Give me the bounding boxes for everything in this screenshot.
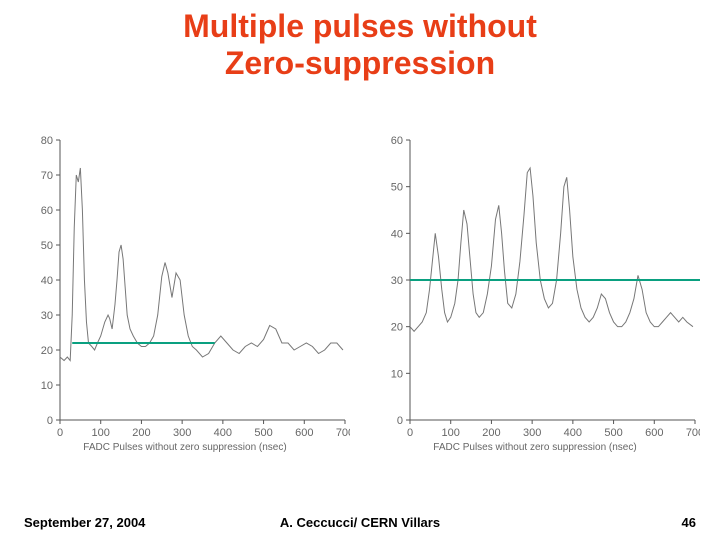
svg-text:600: 600 [645,427,663,439]
svg-text:100: 100 [92,427,110,439]
svg-text:400: 400 [564,427,582,439]
chart-right-caption: FADC Pulses without zero suppression (ns… [370,442,700,453]
svg-text:200: 200 [482,427,500,439]
svg-text:300: 300 [523,427,541,439]
svg-text:20: 20 [41,345,53,357]
svg-text:0: 0 [47,415,53,427]
chart-right: 01020304050600100200300400500600700 [370,130,700,450]
svg-text:200: 200 [132,427,150,439]
chart-left-caption: FADC Pulses without zero suppression (ns… [20,442,350,453]
chart-right-holder: 01020304050600100200300400500600700 FADC… [370,130,700,480]
svg-text:700: 700 [336,427,350,439]
footer: September 27, 2004 A. Ceccucci/ CERN Vil… [0,510,720,530]
footer-page: 46 [682,515,696,530]
slide-title: Multiple pulses without Zero-suppression [0,8,720,82]
svg-text:30: 30 [391,275,403,287]
charts-row: 010203040506070800100200300400500600700 … [20,130,700,480]
title-line2: Zero-suppression [225,45,495,81]
svg-text:10: 10 [391,368,403,380]
svg-text:70: 70 [41,170,53,182]
svg-text:40: 40 [391,228,403,240]
svg-text:400: 400 [214,427,232,439]
svg-text:100: 100 [442,427,460,439]
svg-text:700: 700 [686,427,700,439]
svg-text:0: 0 [57,427,63,439]
svg-text:500: 500 [604,427,622,439]
svg-text:20: 20 [391,322,403,334]
svg-text:30: 30 [41,310,53,322]
svg-text:80: 80 [41,135,53,147]
svg-text:60: 60 [41,205,53,217]
svg-text:600: 600 [295,427,313,439]
chart-left: 0 10 20 30 40 50 60 70 80 0 100 200 300 400 500 600 700 [20,130,350,450]
title-line1: Multiple pulses without [183,8,537,44]
svg-text:0: 0 [397,415,403,427]
chart-left-holder: 010203040506070800100200300400500600700 … [20,130,350,480]
slide: Multiple pulses without Zero-suppression… [0,0,720,540]
svg-text:50: 50 [41,240,53,252]
footer-author: A. Ceccucci/ CERN Villars [0,515,720,530]
svg-text:500: 500 [254,427,272,439]
svg-text:300: 300 [173,427,191,439]
svg-text:10: 10 [41,380,53,392]
svg-text:0: 0 [407,427,413,439]
svg-text:60: 60 [391,135,403,147]
svg-text:40: 40 [41,275,53,287]
svg-text:50: 50 [391,182,403,194]
